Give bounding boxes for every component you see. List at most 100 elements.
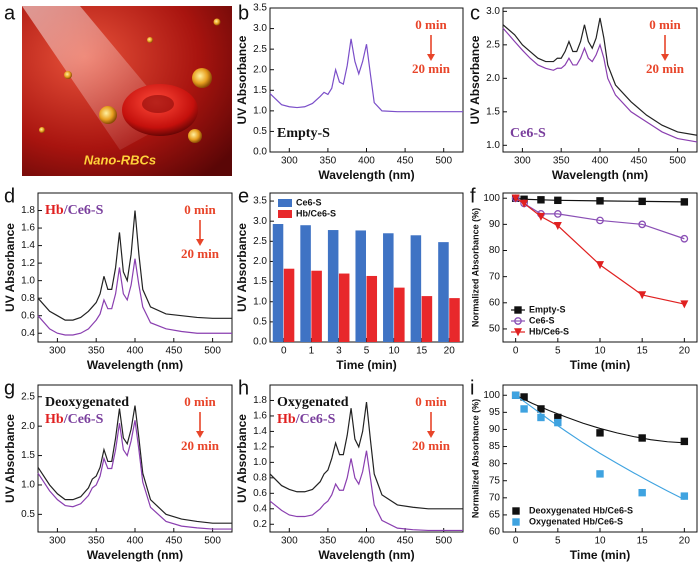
x-tick-label: 500: [204, 536, 221, 547]
y-tick-label: 0.8: [21, 293, 35, 304]
x-tick-label: 400: [127, 346, 144, 357]
y-tick-label: 1.8: [253, 395, 267, 406]
sample-label: Ce6-S: [510, 126, 546, 141]
bar: [338, 273, 350, 342]
time-start: 0 min: [415, 394, 447, 409]
o2-bubble: [99, 106, 117, 124]
y-tick-label: 0.4: [253, 503, 267, 514]
image-caption: Nano-RBCs: [84, 152, 156, 167]
y-tick-label: 2.0: [253, 256, 267, 267]
marker: [520, 199, 529, 208]
time-start: 0 min: [184, 202, 216, 217]
y-axis-label: UV Absorbance: [235, 223, 249, 312]
y-tick-label: 0.0: [253, 337, 267, 348]
y-tick-label: 1.4: [253, 426, 267, 437]
bar: [300, 225, 311, 342]
x-tick-label: 20: [444, 346, 456, 357]
sample-label-part: Empty-S: [277, 126, 330, 141]
marker: [638, 291, 647, 300]
x-tick-label: 15: [416, 346, 428, 357]
x-tick-label: 350: [88, 536, 105, 547]
y-tick-label: 1.5: [486, 106, 500, 117]
x-axis-label: Wavelength (nm): [552, 168, 648, 182]
bar: [394, 287, 405, 342]
x-tick-label: 20: [679, 346, 691, 357]
time-end: 20 min: [412, 438, 451, 453]
marker: [512, 507, 520, 515]
marker: [638, 434, 646, 442]
series-line: [502, 17, 698, 136]
time-arrow-head: [661, 54, 669, 61]
x-tick-label: 450: [397, 156, 414, 167]
sample-label-part: /Ce6-S: [295, 412, 336, 427]
time-arrow-head: [427, 431, 435, 438]
marker: [596, 470, 604, 478]
marker: [595, 261, 605, 270]
sample-label: Oxygenated: [277, 395, 349, 410]
x-tick-label: 500: [435, 536, 452, 547]
marker: [514, 317, 522, 325]
x-axis-label: Time (min): [336, 358, 396, 372]
panel-label: c: [470, 2, 480, 24]
y-tick-label: 1.0: [253, 457, 267, 468]
series-line: [269, 450, 463, 532]
panel-label: i: [470, 377, 474, 399]
sample-label-part: Deoxygenated: [45, 395, 129, 410]
marker: [638, 197, 646, 206]
marker: [554, 418, 562, 427]
y-tick-label: 1.5: [253, 85, 267, 96]
x-tick-label: 300: [49, 346, 66, 357]
x-tick-label: 400: [358, 156, 375, 167]
y-tick-label: 1.0: [253, 105, 267, 116]
y-tick-label: 95: [489, 407, 501, 418]
marker: [537, 196, 545, 204]
y-tick-label: 1.0: [21, 480, 35, 491]
bar: [449, 298, 460, 342]
x-tick-label: 20: [679, 536, 691, 547]
y-tick-label: 1.6: [253, 411, 267, 422]
y-tick-label: 85: [489, 441, 501, 452]
marker: [553, 221, 562, 230]
sample-label: Hb/Ce6-S: [45, 203, 104, 218]
x-tick-label: 500: [204, 346, 221, 357]
y-tick-label: 75: [489, 475, 501, 486]
x-tick-label: 300: [514, 156, 531, 167]
y-tick-label: 60: [489, 527, 501, 538]
y-tick-label: 70: [489, 492, 501, 503]
y-axis-label: UV Absorbance: [3, 223, 17, 312]
x-axis-label: Time (min): [570, 358, 630, 372]
time-end: 20 min: [646, 61, 685, 76]
marker: [638, 488, 646, 497]
y-tick-label: 2.0: [21, 421, 35, 432]
x-axis-label: Wavelength (nm): [318, 548, 414, 562]
y-tick-label: 0.8: [253, 472, 267, 483]
y-tick-label: 100: [483, 390, 500, 401]
x-tick-label: 0: [513, 346, 519, 357]
time-arrow-head: [196, 431, 204, 438]
x-tick-label: 400: [592, 156, 609, 167]
sample-label: Hb/Ce6-S: [45, 412, 104, 427]
marker: [680, 300, 689, 309]
legend-label: Empty-S: [529, 304, 566, 314]
x-tick-label: 3: [336, 346, 342, 357]
x-tick-label: 0: [281, 346, 287, 357]
y-tick-label: 0.0: [253, 147, 267, 158]
x-tick-label: 450: [397, 536, 414, 547]
y-tick-label: 0.5: [253, 126, 267, 137]
y-axis-label: UV Absorbance: [235, 414, 249, 503]
x-tick-label: 500: [669, 156, 686, 167]
x-tick-label: 450: [165, 536, 182, 547]
y-tick-label: 0.4: [21, 328, 35, 339]
marker: [537, 413, 545, 422]
y-tick-label: 2.5: [21, 391, 35, 402]
y-tick-label: 50: [489, 324, 501, 335]
legend-label: Deoxygenated Hb/Ce6-S: [529, 505, 633, 515]
o2-bubble: [192, 68, 212, 88]
x-axis-label: Wavelength (nm): [87, 548, 183, 562]
bar: [272, 224, 284, 342]
y-axis-label: Normalized Absorbance (%): [470, 208, 480, 327]
bar: [327, 230, 339, 342]
panel-label: g: [4, 377, 15, 399]
panel-label: h: [238, 377, 249, 399]
x-tick-label: 500: [435, 156, 452, 167]
